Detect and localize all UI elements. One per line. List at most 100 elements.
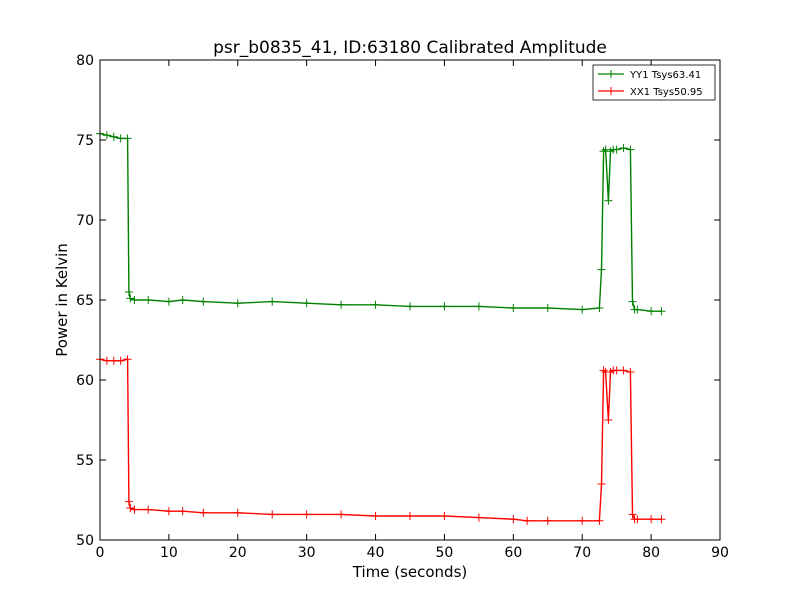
x-tick-label: 20 xyxy=(229,545,247,561)
data-point xyxy=(612,366,621,375)
data-point xyxy=(657,307,666,316)
data-point xyxy=(595,304,604,312)
x-tick-label: 70 xyxy=(573,545,591,561)
data-point xyxy=(626,145,635,154)
x-axis-label: Time (seconds) xyxy=(352,563,468,581)
data-point xyxy=(102,356,111,365)
data-point xyxy=(124,288,133,296)
data-point xyxy=(440,302,449,311)
data-point xyxy=(578,305,587,314)
data-point xyxy=(619,144,628,152)
data-point xyxy=(199,508,208,517)
data-point xyxy=(233,299,242,308)
ticks-layer: 0 10 20 30 40 50 60 70 80 90 50 55 60 65 70 75 80 xyxy=(76,53,729,561)
y-tick-label: 60 xyxy=(76,373,94,389)
data-point xyxy=(116,356,125,365)
data-point xyxy=(371,512,380,520)
data-point xyxy=(474,513,483,522)
y-tick-label: 80 xyxy=(76,53,94,69)
data-point xyxy=(126,294,135,303)
x-tick-label: 90 xyxy=(711,545,729,561)
data-point xyxy=(124,497,133,506)
data-point xyxy=(619,366,628,375)
data-point xyxy=(509,304,518,312)
data-point xyxy=(302,299,311,308)
y-tick-label: 65 xyxy=(76,293,94,309)
legend-marker xyxy=(607,70,615,78)
data-point xyxy=(302,510,311,519)
y-tick-label: 55 xyxy=(76,453,94,469)
data-point xyxy=(126,504,135,512)
x-tick-label: 40 xyxy=(367,545,385,561)
data-point xyxy=(123,355,132,364)
data-point xyxy=(130,505,139,514)
legend-marker xyxy=(607,87,615,95)
y-tick-label: 50 xyxy=(76,533,94,549)
data-point xyxy=(116,134,125,143)
data-point xyxy=(164,297,173,306)
data-point xyxy=(199,297,208,306)
series-0 xyxy=(96,129,666,316)
data-point xyxy=(612,145,621,154)
data-point xyxy=(626,368,635,376)
data-point xyxy=(337,510,346,519)
data-point xyxy=(144,505,153,514)
data-point xyxy=(601,145,610,154)
series-1 xyxy=(96,355,666,525)
x-tick-label: 10 xyxy=(160,545,178,561)
data-point xyxy=(440,512,449,520)
data-point xyxy=(268,297,277,306)
data-point xyxy=(543,304,552,312)
x-tick-label: 0 xyxy=(96,545,105,561)
data-point xyxy=(647,307,656,316)
legend-box xyxy=(592,64,716,101)
data-point xyxy=(599,147,608,156)
y-axis-label: Power in Kelvin xyxy=(53,243,71,357)
data-point xyxy=(595,516,604,525)
data-point xyxy=(474,302,483,311)
data-point xyxy=(406,512,414,520)
data-point xyxy=(604,196,613,205)
data-point xyxy=(628,510,637,519)
data-point xyxy=(633,305,642,314)
plot-area: 0 10 20 30 40 50 60 70 80 90 50 55 60 65 70 75 80 xyxy=(76,53,729,561)
data-point xyxy=(109,356,118,365)
data-point xyxy=(233,508,242,517)
data-point xyxy=(268,510,277,519)
data-point xyxy=(604,416,613,424)
legend-label: YY1 Tsys63.41 xyxy=(629,70,701,81)
data-point xyxy=(178,507,187,516)
data-point xyxy=(523,516,532,525)
legend-label: XX1 Tsys50.95 xyxy=(630,87,703,98)
data-point xyxy=(657,515,666,524)
data-point xyxy=(102,131,111,140)
data-point xyxy=(178,296,187,304)
data-point xyxy=(647,515,656,524)
plot-background xyxy=(100,60,720,540)
data-point xyxy=(109,132,118,141)
x-tick-label: 60 xyxy=(504,545,522,561)
data-point xyxy=(578,516,587,525)
data-point xyxy=(144,296,153,304)
data-point xyxy=(597,480,606,488)
data-point xyxy=(599,366,608,375)
data-point xyxy=(337,300,346,309)
y-tick-label: 75 xyxy=(76,133,94,149)
data-point xyxy=(597,265,606,274)
y-tick-label: 70 xyxy=(76,213,94,229)
x-tick-label: 80 xyxy=(642,545,660,561)
data-point xyxy=(123,134,132,143)
data-point xyxy=(543,516,552,525)
x-tick-label: 50 xyxy=(436,545,454,561)
legend: YY1 Tsys63.41 XX1 Tsys50.95 xyxy=(592,64,716,101)
data-point xyxy=(164,507,173,516)
data-point xyxy=(628,297,637,306)
data-point xyxy=(130,296,139,304)
data-point xyxy=(509,515,518,524)
chart-title: psr_b0835_41, ID:63180 Calibrated Amplit… xyxy=(213,38,607,58)
data-point xyxy=(633,515,642,524)
data-point xyxy=(371,300,380,309)
x-tick-label: 30 xyxy=(298,545,316,561)
series-layer xyxy=(96,129,666,525)
